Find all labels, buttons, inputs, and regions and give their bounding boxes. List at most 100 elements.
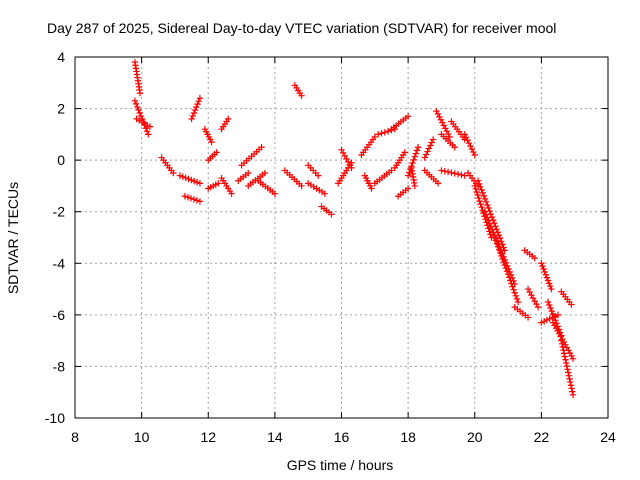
data-point [559, 343, 566, 351]
data-point [566, 375, 573, 383]
data-point [421, 154, 428, 161]
data-point [493, 240, 501, 247]
data-point [490, 229, 497, 236]
data-point [135, 106, 142, 114]
data-point [534, 303, 542, 311]
data-point [134, 103, 141, 111]
data-point [438, 167, 445, 174]
data-point [195, 98, 202, 105]
data-point [468, 145, 476, 153]
data-point [509, 283, 516, 290]
data-point [261, 169, 269, 177]
y-tick-label: -2 [53, 204, 66, 220]
data-point [554, 311, 562, 319]
data-point [491, 234, 498, 241]
data-point [404, 172, 412, 179]
data-point [500, 258, 507, 266]
data-point [429, 136, 437, 143]
data-point [565, 372, 573, 379]
data-point [513, 295, 521, 303]
data-point [569, 355, 577, 362]
x-tick-label: 14 [267, 429, 283, 445]
data-point [436, 113, 443, 121]
x-tick-label: 16 [334, 429, 350, 445]
data-point [538, 260, 545, 267]
data-point [271, 190, 279, 197]
data-point [479, 189, 486, 197]
data-point [547, 283, 554, 290]
x-tick-label: 24 [600, 429, 616, 445]
data-point [228, 190, 235, 197]
data-point [193, 103, 200, 111]
data-points [131, 58, 577, 398]
data-point [176, 172, 184, 179]
data-point [569, 391, 577, 398]
y-tick-label: -6 [53, 307, 66, 323]
data-point [410, 156, 417, 164]
data-point [136, 109, 144, 117]
data-point [189, 112, 196, 120]
data-point [564, 366, 571, 373]
data-point [481, 195, 489, 203]
data-point [194, 100, 201, 108]
data-point [480, 192, 488, 200]
data-point [540, 318, 548, 325]
data-point [471, 151, 478, 159]
data-point [475, 194, 482, 202]
data-point [477, 200, 484, 208]
data-point [524, 314, 532, 321]
data-point [401, 149, 408, 156]
data-point [541, 268, 548, 276]
x-tick-label: 8 [71, 429, 79, 445]
data-point [190, 196, 198, 203]
data-point [427, 142, 434, 149]
data-point [511, 289, 518, 296]
axis-ticks [74, 56, 609, 419]
data-point [492, 237, 500, 244]
y-tick-labels: 4 2 0 -2 -4 -6 -8 -10 [45, 49, 65, 426]
data-point [544, 298, 552, 306]
data-point [191, 177, 198, 185]
data-point [478, 186, 485, 194]
data-point [485, 204, 492, 212]
data-point [538, 319, 545, 326]
data-point [188, 176, 195, 184]
data-point [184, 194, 192, 201]
data-point [473, 188, 480, 196]
x-tick-label: 10 [134, 429, 150, 445]
data-point [467, 142, 474, 150]
data-point [412, 150, 420, 157]
data-point [444, 168, 452, 176]
y-tick-label: 2 [57, 101, 65, 117]
data-point [445, 130, 452, 138]
data-point [245, 169, 252, 177]
x-tick-label: 12 [200, 429, 216, 445]
data-point [501, 261, 508, 269]
data-point [464, 137, 471, 144]
data-point [560, 350, 568, 357]
y-tick-label: -10 [45, 410, 65, 426]
data-point [196, 180, 204, 187]
data-point [476, 197, 483, 205]
data-point [569, 388, 576, 395]
data-point [298, 92, 305, 99]
data-point [136, 89, 144, 97]
data-point [548, 307, 555, 315]
data-point [486, 207, 493, 215]
data-point [451, 144, 458, 151]
data-point [404, 185, 412, 192]
data-point [478, 203, 485, 211]
data-point [458, 171, 465, 179]
data-point [563, 362, 571, 370]
data-point [368, 185, 375, 192]
data-point [143, 128, 151, 135]
chart-title: Day 287 of 2025, Sidereal Day-to-day VTE… [47, 20, 556, 36]
data-point [546, 301, 553, 309]
data-point [482, 198, 490, 206]
data-point [545, 280, 553, 287]
data-point [142, 125, 150, 132]
data-point [477, 183, 484, 191]
y-axis-label: SDTVAR / TECUs [5, 182, 21, 294]
data-point [440, 122, 448, 129]
grid-lines [75, 57, 608, 418]
